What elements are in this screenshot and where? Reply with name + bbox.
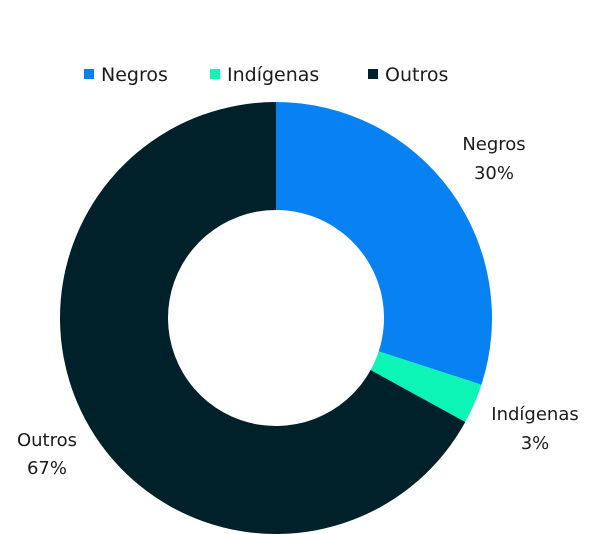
legend-label-negros: Negros [101, 64, 168, 86]
data-label-name-outros: Outros [17, 430, 77, 451]
data-label-value-indigenas: 3% [521, 433, 550, 454]
legend-swatch-outros [368, 69, 378, 79]
legend-label-indigenas: Indígenas [227, 64, 319, 86]
donut-slices [60, 102, 492, 534]
data-label-name-indigenas: Indígenas [491, 404, 578, 425]
legend-label-outros: Outros [385, 64, 448, 86]
data-label-value-outros: 67% [27, 458, 67, 479]
data-label-name-negros: Negros [462, 134, 525, 155]
data-label-value-negros: 30% [474, 163, 514, 184]
legend-item-indigenas: Indígenas [210, 64, 319, 86]
legend-swatch-indigenas [210, 69, 220, 79]
legend-swatch-negros [84, 69, 94, 79]
slice-negros [276, 102, 492, 385]
legend-item-negros: Negros [84, 64, 168, 86]
legend-item-outros: Outros [368, 64, 448, 86]
legend: Negros Indígenas Outros [84, 64, 448, 86]
